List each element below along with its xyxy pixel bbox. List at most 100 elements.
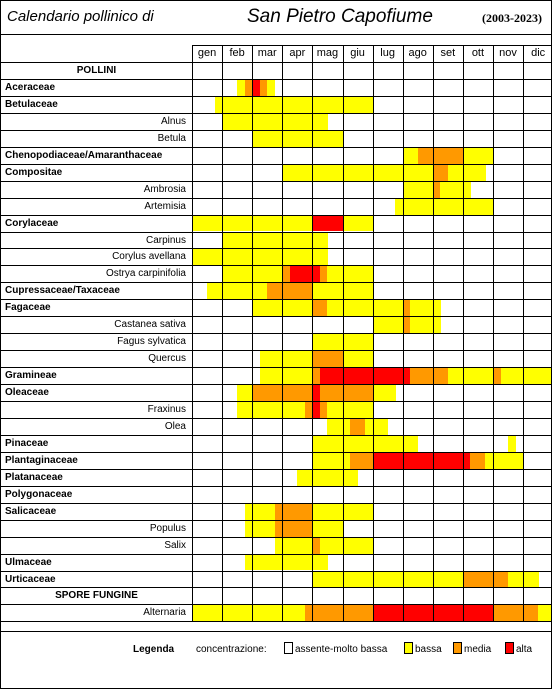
concentration-cell	[237, 283, 246, 300]
legend-label-0: assente-molto bassa	[295, 644, 388, 655]
row-label: Gramineae	[5, 370, 57, 382]
concentration-cell	[395, 300, 404, 317]
concentration-cell	[222, 215, 231, 232]
concentration-cell	[289, 503, 298, 520]
concentration-cell	[319, 300, 328, 317]
concentration-cell	[425, 452, 434, 469]
concentration-cell	[297, 96, 306, 113]
concentration-cell	[447, 605, 456, 622]
concentration-cell	[297, 232, 306, 249]
concentration-cell	[222, 283, 231, 300]
concentration-cell	[214, 249, 223, 266]
concentration-cell	[282, 351, 291, 368]
concentration-cell	[319, 503, 328, 520]
divider-line	[1, 384, 551, 386]
concentration-cell	[237, 96, 246, 113]
divider-line	[1, 631, 551, 632]
legend-label-1: bassa	[415, 644, 442, 655]
concentration-cell	[222, 266, 231, 283]
concentration-cell	[455, 147, 464, 164]
concentration-cell	[523, 571, 532, 588]
concentration-cell	[259, 520, 268, 537]
concentration-cell	[402, 571, 411, 588]
concentration-cell	[365, 435, 373, 452]
concentration-cell	[357, 571, 366, 588]
concentration-cell	[357, 605, 366, 622]
concentration-cell	[334, 605, 343, 622]
concentration-cell	[244, 79, 253, 96]
concentration-cell	[327, 283, 336, 300]
concentration-cell	[395, 164, 404, 181]
concentration-cell	[410, 300, 419, 317]
concentration-cell	[365, 537, 373, 554]
concentration-cell	[455, 164, 464, 181]
concentration-cell	[365, 351, 373, 368]
concentration-cell	[304, 351, 313, 368]
concentration-cell	[410, 181, 419, 198]
concentration-cell	[485, 571, 494, 588]
legend-swatch-2	[453, 642, 462, 654]
concentration-cell	[477, 571, 486, 588]
concentration-cell	[259, 402, 268, 418]
concentration-cell	[274, 554, 283, 571]
concentration-cell	[312, 605, 321, 622]
concentration-cell	[282, 520, 291, 537]
concentration-cell	[252, 96, 261, 113]
concentration-cell	[334, 334, 343, 351]
divider-line	[1, 62, 551, 63]
concentration-cell	[380, 317, 389, 334]
concentration-cell	[289, 283, 298, 300]
concentration-cell	[237, 79, 246, 96]
month-header-ott: ott	[471, 47, 485, 59]
concentration-cell	[357, 385, 366, 401]
concentration-cell	[372, 300, 381, 317]
concentration-cell	[342, 351, 351, 368]
concentration-cell	[447, 368, 456, 385]
concentration-cell	[372, 418, 381, 435]
concentration-cell	[395, 435, 404, 452]
concentration-cell	[304, 469, 313, 486]
concentration-cell	[342, 96, 351, 113]
concentration-cell	[244, 554, 253, 571]
concentration-cell	[274, 113, 283, 130]
concentration-cell	[289, 402, 298, 418]
concentration-cell	[319, 571, 328, 588]
month-header-mar: mar	[257, 47, 277, 59]
concentration-cell	[297, 368, 306, 385]
concentration-cell	[297, 266, 306, 283]
concentration-cell	[274, 232, 283, 249]
concentration-cell	[485, 368, 494, 385]
row-label: Olea	[164, 420, 186, 432]
concentration-cell	[244, 283, 253, 300]
concentration-cell	[237, 232, 246, 249]
concentration-cell	[402, 300, 411, 317]
row-label: Betula	[157, 132, 186, 144]
concentration-cell	[334, 385, 343, 401]
concentration-cell	[319, 452, 328, 469]
concentration-cell	[417, 181, 426, 198]
concentration-cell	[410, 368, 419, 385]
concentration-cell	[192, 249, 200, 266]
concentration-cell	[462, 605, 471, 622]
concentration-cell	[380, 368, 389, 385]
concentration-cell	[515, 452, 524, 469]
concentration-cell	[319, 402, 328, 418]
concentration-cell	[432, 605, 441, 622]
concentration-cell	[267, 130, 276, 147]
concentration-cell	[334, 351, 343, 368]
concentration-cell	[252, 283, 261, 300]
concentration-cell	[289, 113, 298, 130]
concentration-cell	[327, 402, 336, 418]
concentration-cell	[447, 147, 456, 164]
concentration-cell	[237, 266, 246, 283]
concentration-cell	[387, 605, 396, 622]
row-label: Ambrosia	[143, 183, 186, 195]
concentration-cell	[297, 385, 306, 401]
concentration-cell	[229, 605, 238, 622]
concentration-cell	[485, 147, 494, 164]
concentration-cell	[274, 96, 283, 113]
concentration-cell	[304, 402, 313, 418]
concentration-cell	[252, 385, 261, 401]
concentration-cell	[319, 113, 328, 130]
concentration-cell	[342, 334, 351, 351]
